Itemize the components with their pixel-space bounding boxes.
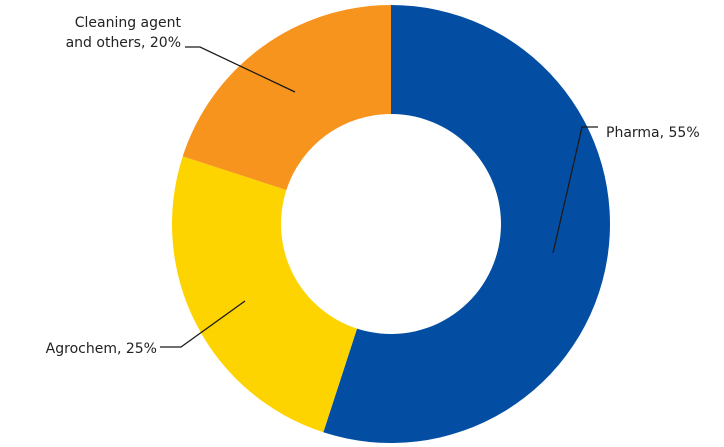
data-label-line: Agrochem, 25% — [46, 341, 157, 357]
slice-group — [171, 5, 611, 444]
slice-pharma — [323, 5, 611, 444]
leader-line-pharma — [552, 126, 598, 254]
leader-line-cleaning-agent-and-others — [185, 46, 296, 93]
data-label-cleaning-agent-and-others: Cleaning agent and others, 20% — [66, 15, 182, 51]
data-label-agrochem: Agrochem, 25% — [46, 341, 157, 357]
data-label-line: Cleaning agent — [75, 15, 182, 31]
data-label-line: Pharma, 55% — [606, 125, 700, 141]
slice-cleaning-agent-and-others — [182, 5, 391, 191]
data-label-line: and others, 20% — [66, 35, 181, 51]
leader-line-group — [160, 46, 598, 348]
data-label-pharma: Pharma, 55% — [606, 125, 700, 141]
leader-line-agrochem — [160, 300, 246, 348]
slice-agrochem — [171, 156, 358, 433]
label-group: Pharma, 55% Agrochem, 25% Cleaning agent an… — [46, 15, 700, 357]
